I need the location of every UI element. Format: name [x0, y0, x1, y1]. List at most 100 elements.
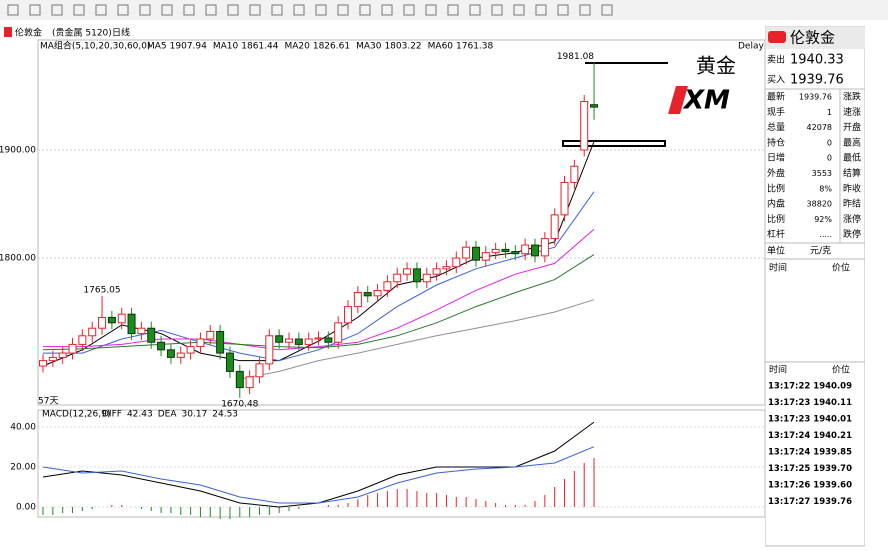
tick-time: 13:17:27 — [768, 497, 810, 507]
candle-body — [304, 338, 313, 345]
legend-value: 1861.44 — [241, 42, 278, 52]
macd-legend: DIFF — [102, 410, 122, 420]
macd-title: MACD(12,26,9) — [42, 410, 110, 420]
candle-body — [196, 338, 205, 348]
tick-time: 13:17:24 — [768, 431, 810, 441]
legend-value: 1907.94 — [170, 42, 207, 52]
candle-body — [294, 338, 303, 345]
macd-legend: DEA — [158, 410, 178, 420]
stat-value: 42078 — [807, 123, 832, 132]
stat-label: 最高 — [843, 136, 861, 148]
macd-legend: 24.53 — [212, 410, 238, 420]
candle-body — [107, 316, 116, 324]
header-group: (贵金属 5120) — [52, 27, 112, 39]
col-header: 时间 — [769, 262, 787, 274]
stat-label: 内盘 — [767, 198, 785, 210]
tick-time: 13:17:26 — [768, 481, 810, 491]
stat-label: 外盘 — [767, 167, 785, 179]
candle-body — [117, 313, 126, 324]
candle-body — [245, 376, 254, 389]
ma-line — [239, 299, 595, 380]
candle-body — [176, 352, 185, 358]
macd-line — [42, 421, 595, 508]
stat-value: 1939.76 — [799, 93, 832, 102]
legend-name: MA10 — [213, 42, 239, 52]
stat-label: 昨结 — [843, 198, 861, 210]
legend-value: 1803.22 — [384, 42, 421, 52]
candle-body — [570, 165, 579, 183]
stat-label: 杠杆 — [767, 228, 785, 240]
tick-price: 1939.60 — [813, 481, 852, 491]
candle-body — [216, 330, 225, 354]
stat-label: 比例 — [767, 182, 785, 194]
tick-time: 13:17:25 — [768, 464, 810, 474]
stat-label: 涨停 — [843, 213, 861, 225]
logo-mark — [668, 86, 688, 114]
stat-label: 结算 — [843, 167, 861, 179]
annotation-title: 黄金 — [696, 54, 736, 78]
candle-body — [255, 363, 264, 378]
header-period[interactable]: 日线 — [112, 27, 130, 39]
ma-label: MA组合(5,10,20,30,60,0) — [40, 40, 151, 52]
stat-label: 开盘 — [843, 121, 861, 133]
stat-value: 8% — [819, 184, 832, 193]
header-symbol: 伦敦金 — [15, 27, 42, 39]
tick-time: 13:17:22 — [768, 382, 810, 392]
tick-price: 1939.76 — [813, 497, 852, 507]
candle-body — [491, 248, 500, 254]
toolbar — [0, 0, 888, 20]
tick-time: 13:17:23 — [768, 415, 810, 425]
candle-body — [373, 289, 382, 297]
stat-label: 持仓 — [767, 136, 785, 148]
candle-body — [334, 322, 343, 343]
y-tick-label: 1900.00 — [0, 146, 36, 156]
stat-value: 92% — [814, 215, 832, 224]
stat-value: 0 — [827, 154, 832, 163]
legend-name: MA20 — [284, 42, 310, 52]
candle-body — [501, 248, 510, 253]
ma-line — [42, 254, 595, 351]
macd-tick-label: 0.00 — [16, 503, 36, 513]
candle-body — [275, 335, 284, 343]
tick-time: 13:17:24 — [768, 448, 810, 458]
stat-value: ..... — [819, 230, 832, 239]
candle-body — [471, 246, 480, 261]
candle-body — [432, 268, 441, 275]
toolbar-icons — [7, 4, 613, 16]
low-label: 1670.48 — [221, 399, 258, 409]
tick-price: 1940.01 — [813, 415, 852, 425]
candle-body — [590, 104, 599, 108]
candle-body — [285, 338, 293, 343]
candle-body — [265, 335, 274, 365]
quote-symbol: 伦敦金 — [790, 29, 835, 47]
stat-label: 总量 — [767, 121, 785, 133]
buy-price: 1939.76 — [790, 73, 844, 88]
stat-label: 涨跌 — [843, 92, 861, 103]
quote-label: 卖出 — [767, 54, 785, 66]
legend-value: 1761.38 — [456, 42, 493, 52]
stat-label: 昨收 — [843, 182, 861, 194]
annotation-box — [562, 140, 666, 147]
col-header: 价位 — [832, 262, 850, 274]
legend-value: 1826.61 — [313, 42, 350, 52]
stat-value: 38820 — [807, 200, 832, 209]
candle-body — [462, 246, 471, 259]
candle-body — [550, 214, 559, 240]
candle-body — [147, 327, 156, 343]
candle-body — [206, 330, 215, 340]
tick-time: 13:17:23 — [768, 398, 810, 408]
candle-body — [324, 337, 333, 343]
candle-body — [521, 244, 530, 255]
candle-body — [186, 346, 195, 354]
candle-body — [48, 356, 57, 362]
tick-price: 1940.21 — [813, 431, 852, 441]
stat-value: 1 — [827, 108, 832, 117]
col-header: 价位 — [832, 364, 850, 376]
stat-label: 最新 — [767, 91, 785, 103]
candle-body — [235, 370, 244, 389]
macd-frame — [37, 409, 766, 518]
candle-body — [166, 349, 175, 358]
